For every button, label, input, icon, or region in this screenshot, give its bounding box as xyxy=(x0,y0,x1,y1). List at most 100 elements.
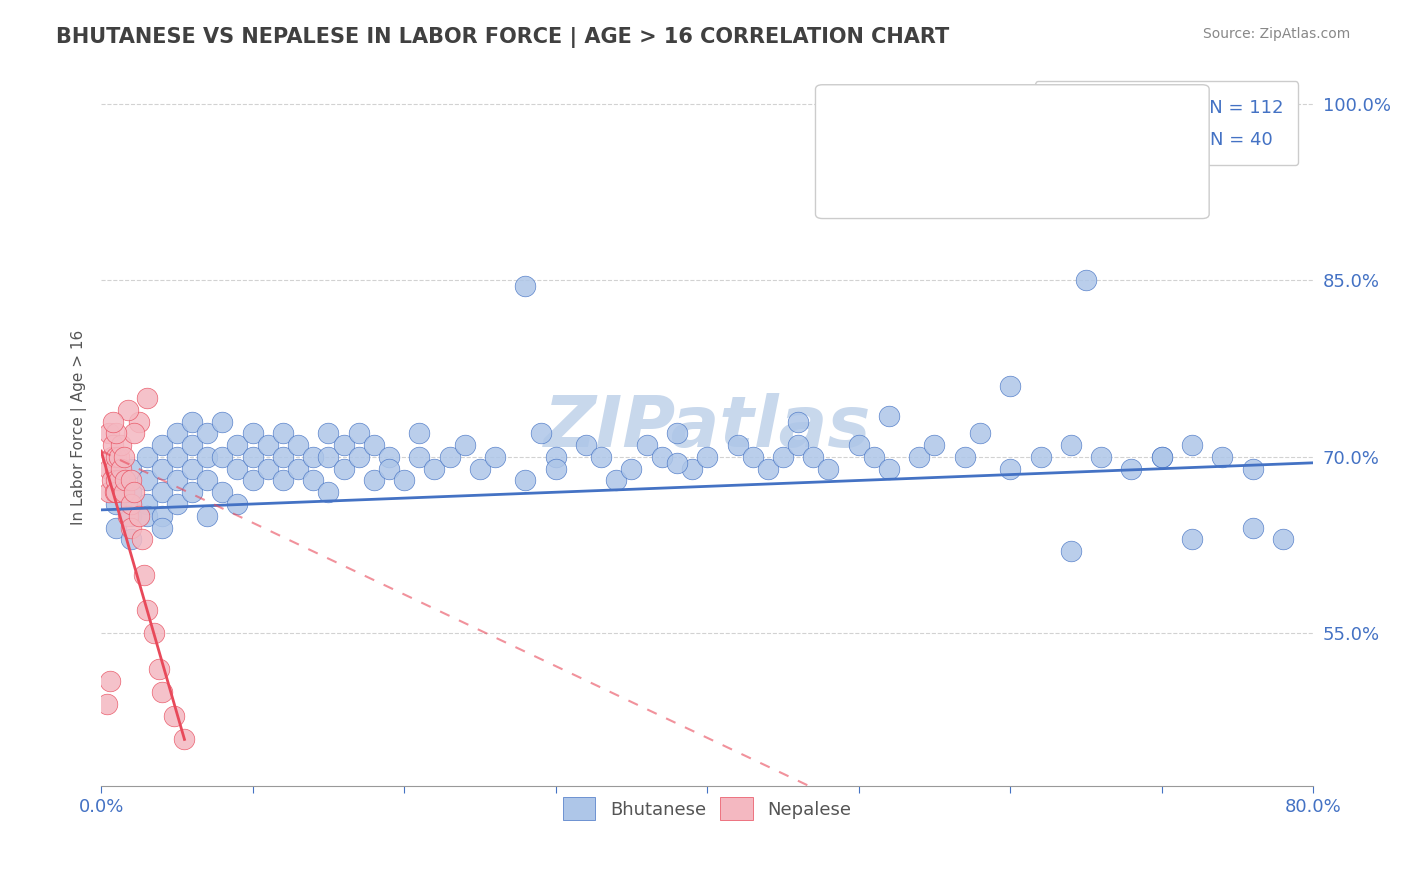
Point xyxy=(302,474,325,488)
Point xyxy=(108,450,131,464)
Point xyxy=(877,409,900,423)
Point xyxy=(271,474,294,488)
Point xyxy=(408,450,430,464)
Point xyxy=(211,450,233,464)
Text: BHUTANESE VS NEPALESE IN LABOR FORCE | AGE > 16 CORRELATION CHART: BHUTANESE VS NEPALESE IN LABOR FORCE | A… xyxy=(56,27,949,48)
Point xyxy=(166,497,188,511)
Point xyxy=(1029,450,1052,464)
Point xyxy=(97,485,120,500)
Point xyxy=(953,450,976,464)
Point xyxy=(117,402,139,417)
Point xyxy=(1000,461,1022,475)
Point xyxy=(143,626,166,640)
Point xyxy=(105,485,128,500)
Point xyxy=(97,426,120,441)
Point xyxy=(181,461,204,475)
Point xyxy=(150,461,173,475)
Text: ZIPatlas: ZIPatlas xyxy=(544,393,870,462)
Point xyxy=(135,474,157,488)
Point xyxy=(696,450,718,464)
Point xyxy=(591,450,613,464)
Point xyxy=(454,438,477,452)
Point xyxy=(173,732,195,747)
Point xyxy=(1241,520,1264,534)
Point xyxy=(242,450,264,464)
Point xyxy=(120,461,142,475)
Point xyxy=(544,461,567,475)
Point xyxy=(150,485,173,500)
Point xyxy=(132,567,155,582)
Point xyxy=(103,415,125,429)
Point xyxy=(195,450,218,464)
Point xyxy=(226,461,249,475)
Point xyxy=(620,461,643,475)
Point xyxy=(97,461,120,475)
Point xyxy=(1060,544,1083,558)
Point xyxy=(665,456,688,470)
Point xyxy=(515,474,537,488)
Point xyxy=(242,474,264,488)
Point xyxy=(110,461,132,475)
Point xyxy=(120,474,142,488)
Point xyxy=(166,474,188,488)
Point xyxy=(484,450,506,464)
Point xyxy=(166,450,188,464)
Point xyxy=(1211,450,1233,464)
Point xyxy=(148,662,170,676)
Point xyxy=(681,461,703,475)
Point xyxy=(1271,533,1294,547)
Point xyxy=(166,426,188,441)
Point xyxy=(98,673,121,688)
Point xyxy=(1150,450,1173,464)
Point xyxy=(1060,438,1083,452)
Point xyxy=(1181,533,1204,547)
Point xyxy=(135,497,157,511)
Point xyxy=(150,520,173,534)
Point xyxy=(131,533,153,547)
Point xyxy=(515,279,537,293)
Point xyxy=(181,438,204,452)
Point xyxy=(110,438,132,452)
Point xyxy=(271,426,294,441)
Point xyxy=(1241,461,1264,475)
Point xyxy=(529,426,551,441)
Point xyxy=(242,426,264,441)
Point xyxy=(378,450,401,464)
Point xyxy=(302,450,325,464)
Point xyxy=(863,450,886,464)
Point xyxy=(195,426,218,441)
Point xyxy=(969,426,991,441)
Point xyxy=(150,508,173,523)
Point xyxy=(1074,273,1097,287)
Point xyxy=(120,520,142,534)
Point xyxy=(120,533,142,547)
Point xyxy=(104,461,127,475)
Point xyxy=(605,474,627,488)
Point xyxy=(287,438,309,452)
Point xyxy=(1181,438,1204,452)
Point xyxy=(287,461,309,475)
Point xyxy=(135,391,157,405)
Point xyxy=(256,438,278,452)
Point xyxy=(195,508,218,523)
Point xyxy=(741,450,763,464)
Point xyxy=(120,497,142,511)
Point xyxy=(181,485,204,500)
Point xyxy=(363,438,385,452)
Point xyxy=(439,450,461,464)
Point xyxy=(100,474,122,488)
Point xyxy=(363,474,385,488)
Point xyxy=(124,485,146,500)
Point xyxy=(124,426,146,441)
Point xyxy=(120,497,142,511)
Point xyxy=(108,474,131,488)
Point xyxy=(150,438,173,452)
Legend: Bhutanese, Nepalese: Bhutanese, Nepalese xyxy=(548,783,866,835)
Point xyxy=(105,474,128,488)
Point xyxy=(112,485,135,500)
Point xyxy=(181,415,204,429)
Point xyxy=(651,450,673,464)
Point xyxy=(665,426,688,441)
Point xyxy=(423,461,446,475)
Point xyxy=(117,508,139,523)
